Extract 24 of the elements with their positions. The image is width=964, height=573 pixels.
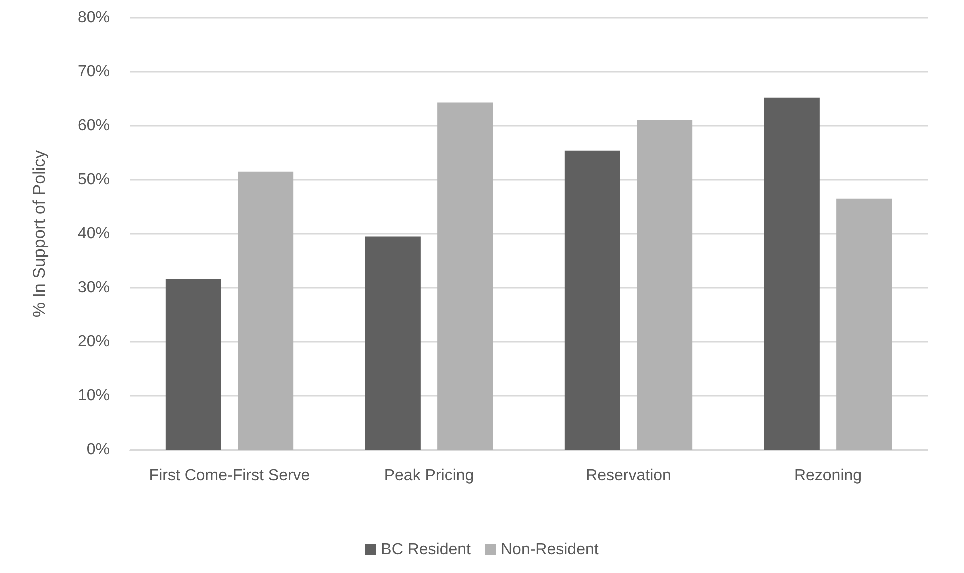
x-tick-label: Reservation	[586, 468, 672, 484]
bar	[564, 150, 620, 450]
y-tick-label: 30%	[78, 280, 110, 296]
bar	[238, 172, 294, 450]
bar	[166, 279, 222, 450]
bar	[365, 236, 421, 450]
x-tick-label: First Come-First Serve	[149, 468, 310, 484]
y-tick-label: 70%	[78, 64, 110, 80]
bar	[836, 198, 892, 450]
y-tick-label: 0%	[86, 442, 110, 458]
bar	[637, 120, 693, 450]
y-tick-label: 40%	[78, 226, 110, 242]
y-axis-title: % In Support of Policy	[30, 150, 49, 318]
x-tick-label: Peak Pricing	[384, 468, 474, 484]
y-tick-label: 50%	[78, 172, 110, 188]
x-tick-label: Rezoning	[794, 468, 862, 484]
y-tick-label: 60%	[78, 118, 110, 134]
y-tick-label: 20%	[78, 334, 110, 350]
bar	[438, 102, 494, 450]
legend-label: BC Resident	[381, 542, 472, 558]
y-tick-label: 10%	[78, 388, 110, 404]
y-tick-label: 80%	[78, 10, 110, 26]
bar	[764, 98, 820, 450]
legend-label: Non-Resident	[500, 542, 600, 558]
